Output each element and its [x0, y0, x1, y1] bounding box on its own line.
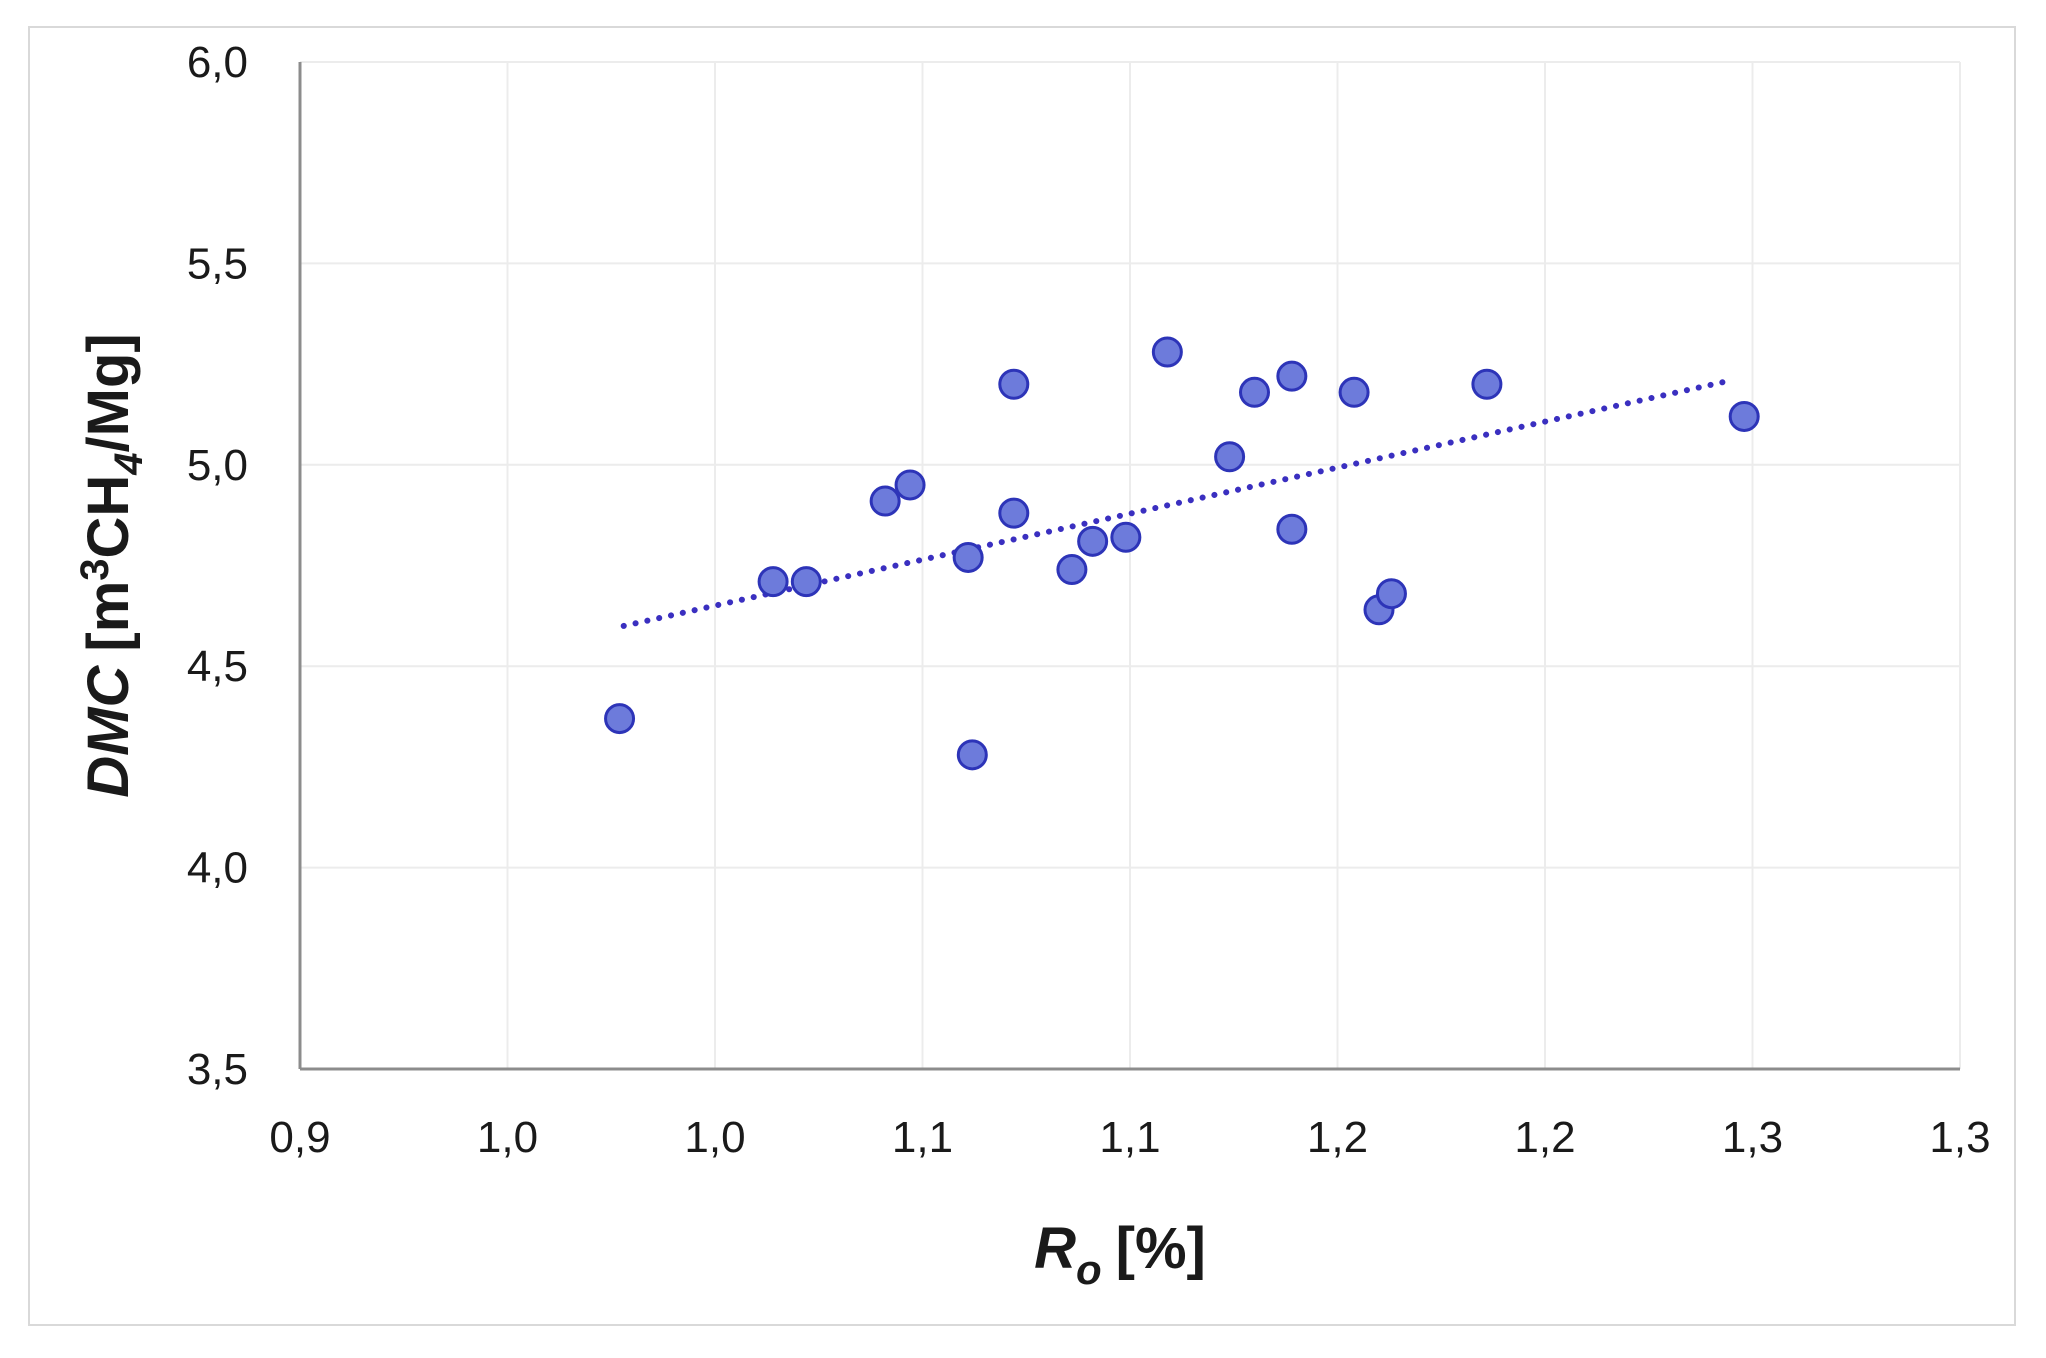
data-point: [1214, 441, 1246, 473]
data-point: [604, 703, 636, 735]
data-point: [757, 566, 789, 598]
data-point: [1151, 336, 1183, 368]
y-tick-label: 3,5: [187, 1045, 248, 1094]
x-tick-label: 1,0: [684, 1113, 745, 1162]
y-axis-title-main: DMC: [76, 665, 141, 798]
data-point: [1110, 521, 1142, 553]
data-point: [1056, 554, 1088, 586]
data-point: [952, 541, 984, 573]
y-axis-title-formula: CH: [76, 475, 141, 559]
x-tick-label: 0,9: [269, 1113, 330, 1162]
y-tick-label: 5,0: [187, 441, 248, 490]
y-tick-labels: 3,5 4,0 4,5 5,0 5,5 6,0: [187, 38, 248, 1094]
x-axis-title: Ro [%]: [1034, 1216, 1206, 1293]
data-points: [604, 336, 1760, 771]
data-point: [1239, 376, 1270, 408]
x-axis-title-subscript: o: [1076, 1246, 1102, 1293]
x-tick-label: 1,2: [1514, 1113, 1575, 1162]
chart-frame: [28, 26, 2016, 1326]
y-tick-label: 4,5: [187, 642, 248, 691]
x-tick-label: 1,0: [477, 1113, 538, 1162]
y-tick-label: 4,0: [187, 844, 248, 893]
y-axis-title: DMC [m3CH4/Mg]: [73, 333, 151, 797]
data-point: [956, 739, 988, 771]
x-tick-label: 1,3: [1929, 1113, 1990, 1162]
trendline-layer: [620, 377, 1735, 629]
trendline: [620, 377, 1735, 629]
grid-layer: [300, 61, 1961, 1069]
x-tick-label: 1,2: [1307, 1113, 1368, 1162]
data-point: [1338, 376, 1370, 408]
y-tick-label: 6,0: [187, 38, 248, 87]
data-point: [1728, 400, 1760, 432]
data-point: [1471, 368, 1503, 400]
data-point: [894, 469, 926, 501]
y-axis-title-subscript: 4: [107, 452, 151, 475]
data-point: [998, 497, 1030, 529]
x-tick-label: 1,1: [1099, 1113, 1160, 1162]
x-tick-label: 1,1: [892, 1113, 953, 1162]
data-point: [1276, 360, 1308, 392]
data-point: [1375, 578, 1407, 610]
x-tick-labels: 0,9 1,0 1,0 1,1 1,1 1,2 1,2 1,3 1,3: [269, 1113, 1990, 1162]
data-point: [1077, 525, 1109, 557]
y-axis-title-superscript: 3: [73, 558, 117, 580]
data-point: [790, 566, 822, 598]
y-axis-title-unit-prefix: [m: [76, 581, 141, 652]
data-point: [869, 485, 901, 517]
data-point: [1276, 513, 1308, 545]
y-axis-title-unit-suffix: /Mg]: [76, 333, 141, 452]
y-tick-label: 5,5: [187, 239, 248, 288]
data-point: [998, 368, 1030, 400]
x-axis-title-main: R: [1034, 1216, 1076, 1281]
axes-layer: [298, 62, 1960, 1071]
x-axis-title-unit: [%]: [1116, 1216, 1206, 1281]
x-tick-label: 1,3: [1722, 1113, 1783, 1162]
